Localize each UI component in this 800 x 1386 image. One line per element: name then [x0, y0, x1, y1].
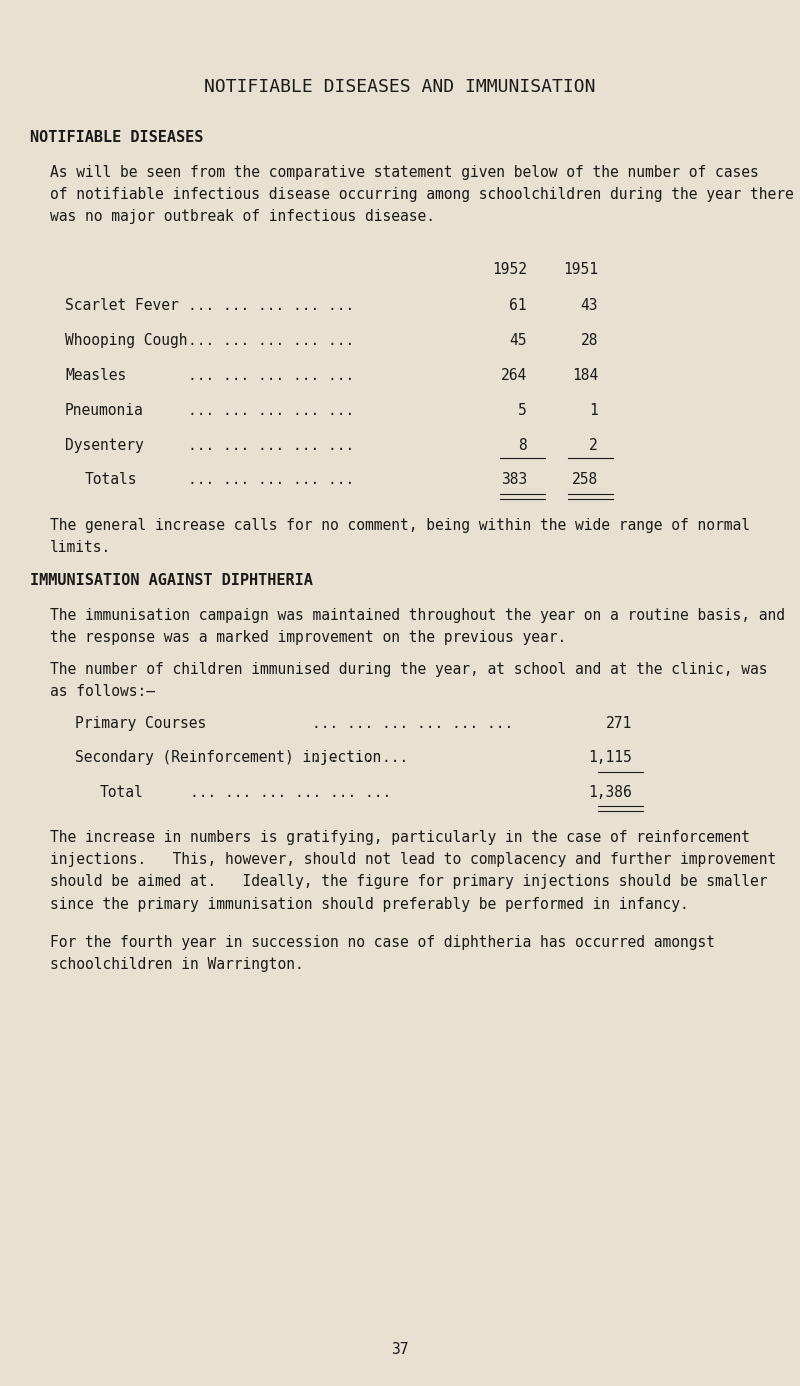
Text: Dysentery: Dysentery: [65, 438, 144, 453]
Text: 1952: 1952: [492, 262, 527, 277]
Text: 1951: 1951: [563, 262, 598, 277]
Text: ... ... ... ... ...: ... ... ... ... ...: [188, 438, 354, 453]
Text: Primary Courses: Primary Courses: [75, 717, 206, 730]
Text: 8: 8: [518, 438, 527, 453]
Text: The number of children immunised during the year, at school and at the clinic, w: The number of children immunised during …: [50, 663, 767, 699]
Text: 184: 184: [572, 369, 598, 383]
Text: The increase in numbers is gratifying, particularly in the case of reinforcement: The increase in numbers is gratifying, p…: [50, 830, 776, 912]
Text: NOTIFIABLE DISEASES AND IMMUNISATION: NOTIFIABLE DISEASES AND IMMUNISATION: [204, 78, 596, 96]
Text: 45: 45: [510, 333, 527, 348]
Text: Scarlet Fever: Scarlet Fever: [65, 298, 178, 313]
Text: ... ... ... ... ...: ... ... ... ... ...: [188, 333, 354, 348]
Text: Total: Total: [100, 784, 144, 800]
Text: 2: 2: [590, 438, 598, 453]
Text: ... ... ... ... ...: ... ... ... ... ...: [188, 403, 354, 419]
Text: Measles: Measles: [65, 369, 126, 383]
Text: 1,386: 1,386: [588, 784, 632, 800]
Text: ... ... ... ... ... ...: ... ... ... ... ... ...: [190, 784, 391, 800]
Text: As will be seen from the comparative statement given below of the number of case: As will be seen from the comparative sta…: [50, 165, 794, 225]
Text: The general increase calls for no comment, being within the wide range of normal: The general increase calls for no commen…: [50, 518, 750, 556]
Text: 5: 5: [518, 403, 527, 419]
Text: 43: 43: [581, 298, 598, 313]
Text: 61: 61: [510, 298, 527, 313]
Text: NOTIFIABLE DISEASES: NOTIFIABLE DISEASES: [30, 130, 203, 146]
Text: ... ... ... ... ...: ... ... ... ... ...: [188, 298, 354, 313]
Text: 271: 271: [606, 717, 632, 730]
Text: Totals: Totals: [85, 473, 138, 486]
Text: ... ... ... ... ...: ... ... ... ... ...: [188, 369, 354, 383]
Text: ... ... ... ... ...: ... ... ... ... ...: [188, 473, 354, 486]
Text: 1,115: 1,115: [588, 750, 632, 765]
Text: 264: 264: [501, 369, 527, 383]
Text: Pneumonia: Pneumonia: [65, 403, 144, 419]
Text: 1: 1: [590, 403, 598, 419]
Text: 37: 37: [391, 1342, 409, 1357]
Text: 258: 258: [572, 473, 598, 486]
Text: 383: 383: [501, 473, 527, 486]
Text: Whooping Cough: Whooping Cough: [65, 333, 187, 348]
Text: IMMUNISATION AGAINST DIPHTHERIA: IMMUNISATION AGAINST DIPHTHERIA: [30, 572, 313, 588]
Text: For the fourth year in succession no case of diphtheria has occurred amongst
sch: For the fourth year in succession no cas…: [50, 936, 715, 972]
Text: ... ... ...: ... ... ...: [312, 750, 408, 765]
Text: ... ... ... ... ... ...: ... ... ... ... ... ...: [312, 717, 514, 730]
Text: Secondary (Reinforcement) injection: Secondary (Reinforcement) injection: [75, 750, 382, 765]
Text: The immunisation campaign was maintained throughout the year on a routine basis,: The immunisation campaign was maintained…: [50, 608, 785, 646]
Text: 28: 28: [581, 333, 598, 348]
